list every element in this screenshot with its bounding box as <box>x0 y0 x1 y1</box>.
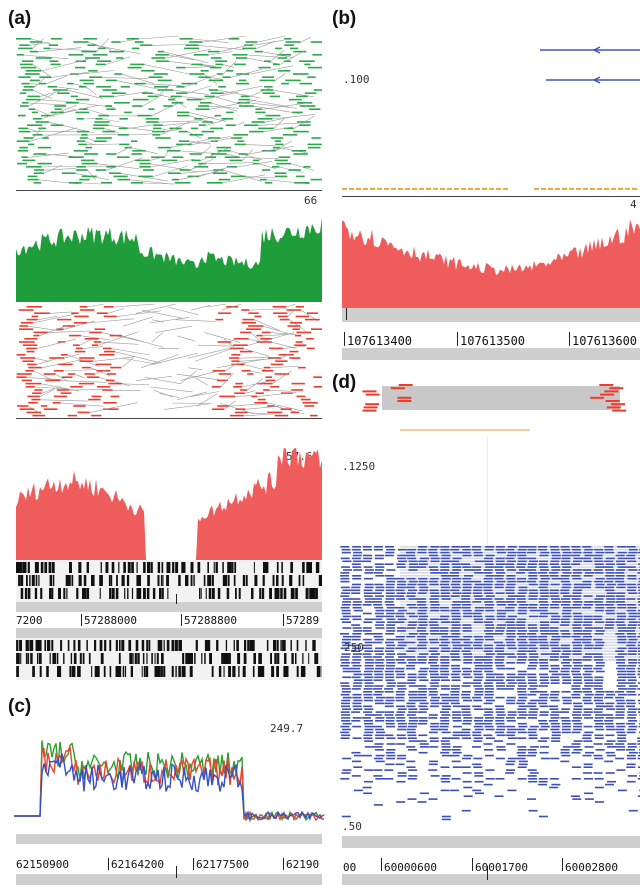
panel-a-scale-bar-2 <box>16 628 322 638</box>
panel-b-ruler-tickmark-3 <box>569 332 570 346</box>
panel-b-read-track <box>342 46 640 190</box>
panel-a-divider-2 <box>16 418 322 419</box>
panel-d-ruler-tick-2: 60000600 <box>384 861 437 874</box>
panel-a-ruler-tick-4: 57289 <box>286 614 320 627</box>
panel-c-ruler-tick-2: 62164200 <box>111 858 164 871</box>
panel-a-green-coverage-track <box>16 218 322 302</box>
panel-b-ruler-tick-2: 107613500 <box>460 334 526 348</box>
panel-a-label: (a) <box>8 8 32 29</box>
panel-a-red-read-track <box>16 304 322 417</box>
panel-a-ruler-tickmark-4 <box>283 614 284 626</box>
panel-c-cursor-marker <box>176 866 177 878</box>
panel-a-ruler-tick-2: 57288000 <box>84 614 137 627</box>
panel-b-ruler-tickmark-1 <box>344 332 345 346</box>
panel-b-ruler-tickmark-2 <box>457 332 458 346</box>
panel-b-scale-bar-2 <box>342 348 640 360</box>
panel-d-label: (d) <box>332 372 357 393</box>
panel-c-ruler-tick-3: 62177500 <box>196 858 249 871</box>
panel-a-variant-barcode-upper <box>16 560 322 602</box>
panel-a-ruler-tick-1: 7200 <box>16 614 43 627</box>
panel-a-red-coverage-track <box>16 448 322 560</box>
panel-b-ruler-tick-1: 107613400 <box>347 334 413 348</box>
panel-d-red-read-track <box>362 384 627 431</box>
panel-c-ruler-tick-4: 62190 <box>286 858 320 871</box>
panel-a-ruler-tick-3: 57288800 <box>184 614 237 627</box>
panel-d-ruler-tick-1: 00 <box>343 861 357 874</box>
panel-c-multi-coverage-plot <box>14 740 324 823</box>
panel-a-green-coverage-max: 66 <box>304 194 318 207</box>
panel-d-y-tick-3: .50 <box>342 820 362 833</box>
panel-b-label: (b) <box>332 8 357 29</box>
panel-a-ruler-tickmark-2 <box>81 614 82 626</box>
panel-b-ruler-tick-3: 107613600 <box>572 334 638 348</box>
panel-d-y-tick-2: 250 <box>344 641 364 654</box>
panel-d-scale-bar <box>342 836 640 848</box>
panel-b-y-tick: .100 <box>343 73 370 86</box>
panel-a-ruler-tickmark-3 <box>181 614 182 626</box>
panel-b-coverage-max: 4 <box>630 198 637 211</box>
panel-a-cursor-marker <box>176 594 177 604</box>
panel-d-scale-bar-2 <box>342 874 640 885</box>
panel-d-guide-line <box>487 436 488 546</box>
panel-d-ruler-tick-4: 60002800 <box>565 861 618 874</box>
panel-a-green-read-track <box>16 36 322 185</box>
panel-b-coverage-track <box>342 219 640 308</box>
panel-c-scale-bar <box>16 834 322 844</box>
panel-b-divider <box>342 196 640 197</box>
panel-c-ruler-tickmark-4 <box>283 858 284 870</box>
panel-c-scale-bar-2 <box>16 874 322 885</box>
panel-d-ruler-tickmark-2 <box>381 858 382 871</box>
panel-c-ruler-tickmark-3 <box>193 858 194 870</box>
panel-c-ruler-tickmark-2 <box>108 858 109 870</box>
panel-d-ruler-tickmark-3 <box>472 858 473 871</box>
panel-d-blue-read-pileup <box>340 546 640 821</box>
panel-d-ruler-tick-3: 60001700 <box>475 861 528 874</box>
panel-d-ruler-tickmark-4 <box>562 858 563 871</box>
panel-a-divider-1 <box>16 190 322 191</box>
panel-c-max-value: 249.7 <box>270 722 304 735</box>
panel-c-label: (c) <box>8 696 32 717</box>
panel-a-scale-bar <box>16 602 322 612</box>
panel-c-ruler-tick-1: 62150900 <box>16 858 69 871</box>
panel-b-scale-bar <box>342 308 640 322</box>
panel-d-cursor-marker <box>487 866 488 880</box>
panel-a-variant-barcode-lower <box>16 638 322 680</box>
panel-d-y-tick-1: .1250 <box>342 460 376 473</box>
panel-b-cursor-marker <box>346 308 347 320</box>
